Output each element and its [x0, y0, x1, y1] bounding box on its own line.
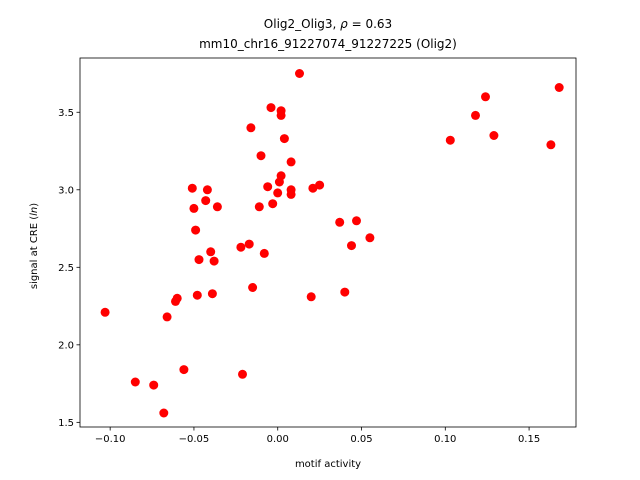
data-point-35: [279, 134, 289, 144]
y-tick-label: 2.0: [58, 340, 74, 351]
data-point-16: [207, 289, 217, 299]
data-point-0: [100, 307, 110, 317]
data-point-10: [191, 225, 201, 235]
data-point-42: [315, 180, 325, 190]
data-point-49: [471, 110, 480, 120]
data-point-11: [192, 290, 202, 300]
data-point-37: [286, 189, 296, 199]
data-point-12: [194, 255, 204, 265]
y-tick-label: 1.5: [58, 418, 74, 429]
data-point-14: [202, 185, 212, 195]
data-point-2: [149, 380, 159, 390]
x-tick-label: −0.05: [179, 434, 210, 445]
data-point-15: [206, 247, 216, 257]
data-point-41: [308, 183, 318, 193]
data-point-24: [254, 202, 264, 212]
data-point-43: [335, 217, 345, 227]
data-point-44: [340, 287, 350, 297]
y-tick-label: 3.0: [58, 185, 74, 196]
x-tick-label: 0.00: [267, 434, 289, 445]
data-point-30: [273, 188, 283, 198]
chart-title-line2: mm10_chr16_91227074_91227225 (Olig2): [199, 37, 457, 51]
data-point-9: [189, 203, 199, 213]
x-tick-label: 0.10: [434, 434, 456, 445]
data-point-13: [201, 196, 211, 206]
data-point-50: [481, 92, 490, 102]
x-tick-label: 0.05: [350, 434, 372, 445]
data-point-1: [130, 377, 140, 387]
data-point-26: [259, 248, 269, 258]
y-axis-label: signal at CRE (ln): [29, 203, 40, 289]
data-point-46: [352, 216, 361, 226]
y-tick-label: 3.5: [58, 108, 74, 119]
y-tick-label: 2.5: [58, 263, 74, 274]
data-point-18: [212, 202, 222, 212]
data-point-52: [546, 140, 556, 150]
y-axis-ticks: 1.5 2.0 2.5 3.0 3.5: [58, 108, 80, 429]
data-point-32: [276, 171, 286, 181]
data-point-29: [268, 199, 278, 209]
plot-area-frame: [79, 57, 577, 428]
data-point-4: [162, 312, 172, 322]
data-point-21: [244, 239, 254, 249]
x-axis-label: motif activity: [295, 459, 361, 470]
data-point-22: [246, 123, 256, 133]
data-point-6: [172, 293, 182, 303]
data-point-20: [238, 369, 247, 379]
data-point-8: [187, 183, 197, 193]
data-point-23: [248, 283, 258, 292]
data-point-27: [263, 182, 273, 192]
data-point-34: [276, 110, 286, 120]
x-axis-ticks: −0.10 −0.05 0.00 0.05 0.10 0.15: [95, 427, 540, 445]
data-point-19: [236, 242, 246, 252]
data-point-17: [209, 256, 219, 266]
data-point-51: [489, 131, 499, 140]
data-point-47: [365, 233, 375, 243]
chart-title-line1: Olig2_Olig3, ρ = 0.63: [264, 17, 392, 31]
data-point-3: [159, 408, 169, 418]
x-tick-label: 0.15: [518, 434, 540, 445]
data-point-40: [306, 292, 316, 302]
x-tick-label: −0.10: [95, 434, 126, 445]
data-point-53: [554, 83, 564, 92]
data-points: [100, 69, 564, 418]
data-point-48: [445, 135, 455, 145]
data-point-28: [266, 103, 276, 113]
data-point-7: [179, 365, 189, 375]
data-point-25: [256, 151, 266, 161]
data-point-38: [286, 157, 296, 167]
data-point-39: [295, 69, 304, 78]
data-point-45: [347, 241, 356, 251]
